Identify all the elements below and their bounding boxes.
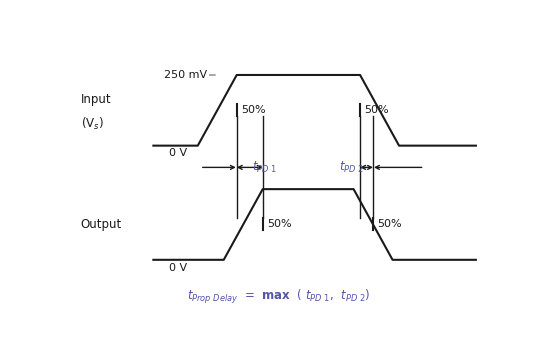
Text: $t_{PD\ 2}$: $t_{PD\ 2}$: [339, 160, 364, 175]
Text: 0 V: 0 V: [169, 148, 187, 158]
Text: 0 V: 0 V: [169, 263, 187, 273]
Text: Output: Output: [81, 218, 122, 231]
Text: (V$_s$): (V$_s$): [81, 116, 104, 132]
Text: $t_{PD\ 1}$: $t_{PD\ 1}$: [252, 160, 277, 175]
Text: 50%: 50%: [241, 105, 265, 115]
Text: 50%: 50%: [364, 105, 389, 115]
Text: Input: Input: [81, 93, 112, 106]
Text: 250 mV: 250 mV: [164, 70, 207, 80]
Text: 50%: 50%: [378, 220, 402, 229]
Text: $t_{Prop\ Delay}$  =  $\bf{max}$  ( $t_{PD\ 1}$,  $t_{PD\ 2}$): $t_{Prop\ Delay}$ = $\bf{max}$ ( $t_{PD\…: [187, 288, 370, 306]
Text: 50%: 50%: [267, 220, 292, 229]
